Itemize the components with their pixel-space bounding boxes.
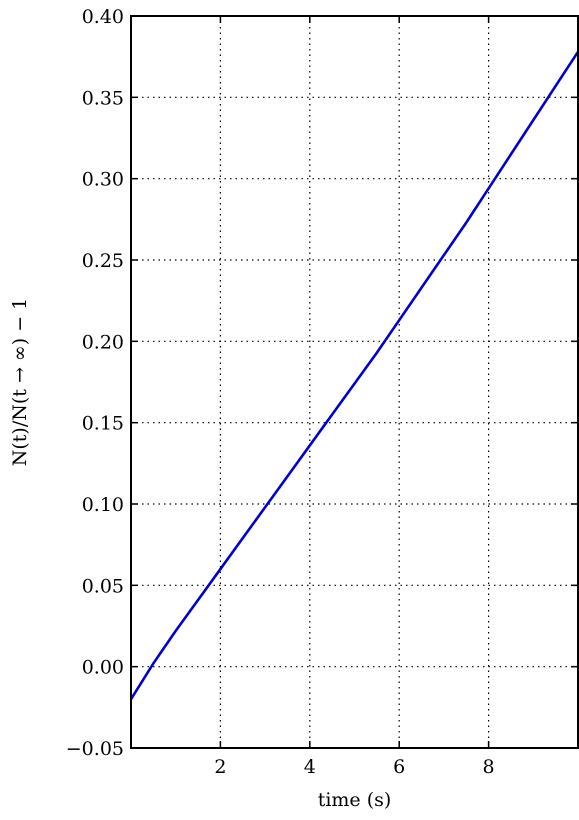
axis-ticks: [131, 15, 578, 749]
y-tick-label: 0.05: [82, 575, 124, 597]
y-tick-label: 0.00: [82, 657, 124, 679]
series-layer: [129, 51, 579, 700]
y-tick-label: 0.30: [82, 169, 124, 191]
y-tick-label: 0.15: [82, 413, 124, 435]
plot-frame: [130, 15, 579, 749]
x-axis-label: time (s): [318, 789, 392, 811]
tick-labels: 2 4 6 8 −0.05 0.00 0.05 0.10 0.15 0.20 0.25 0.30 0.3…: [66, 6, 495, 778]
x-tick-label: 4: [304, 756, 316, 778]
x-tick-label: 2: [214, 756, 226, 778]
y-tick-label: 0.35: [82, 87, 124, 109]
y-tick-label: 0.40: [82, 6, 124, 28]
x-tick-label: 6: [393, 756, 405, 778]
y-axis-label: N(t)/N(t → ∞) − 1: [9, 298, 31, 467]
series-line: [129, 51, 579, 700]
x-tick-label: 8: [483, 756, 495, 778]
y-tick-label: −0.05: [66, 738, 124, 760]
y-tick-label: 0.10: [82, 494, 124, 516]
grid: [131, 16, 578, 748]
y-tick-label: 0.20: [82, 331, 124, 353]
y-tick-label: 0.25: [82, 250, 124, 272]
